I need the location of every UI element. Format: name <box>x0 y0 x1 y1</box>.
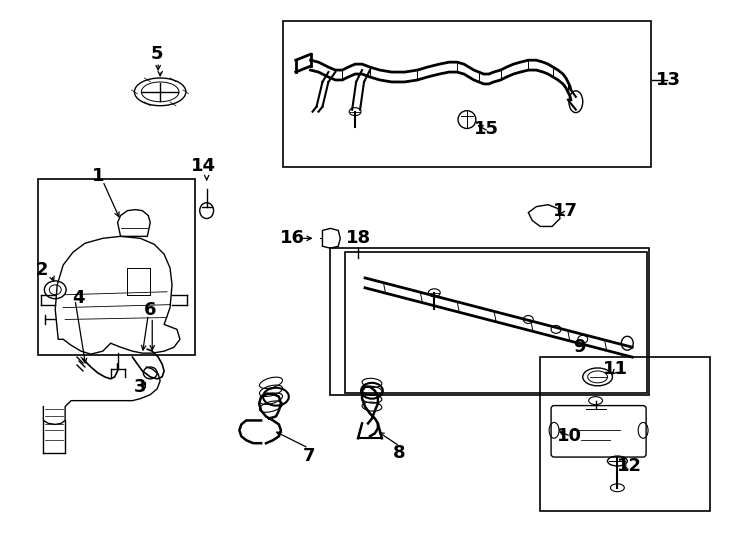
Text: 7: 7 <box>302 447 315 465</box>
Text: 18: 18 <box>346 230 371 247</box>
Text: 16: 16 <box>280 230 305 247</box>
Text: 11: 11 <box>603 360 628 378</box>
Text: 6: 6 <box>144 301 156 319</box>
Text: 1: 1 <box>92 167 104 185</box>
Text: 9: 9 <box>573 338 586 356</box>
Text: 10: 10 <box>557 427 582 446</box>
Text: 15: 15 <box>474 120 499 138</box>
Text: 4: 4 <box>72 289 84 307</box>
Text: 14: 14 <box>191 157 217 175</box>
Text: 8: 8 <box>393 444 406 462</box>
Text: 5: 5 <box>151 45 164 63</box>
Bar <box>283 21 651 167</box>
Bar <box>330 248 649 395</box>
Text: 12: 12 <box>617 457 642 475</box>
Bar <box>540 357 711 510</box>
Text: 2: 2 <box>35 261 48 279</box>
Text: 13: 13 <box>656 71 681 89</box>
Bar <box>38 179 195 355</box>
Text: 17: 17 <box>553 201 578 220</box>
Text: 3: 3 <box>134 378 147 396</box>
